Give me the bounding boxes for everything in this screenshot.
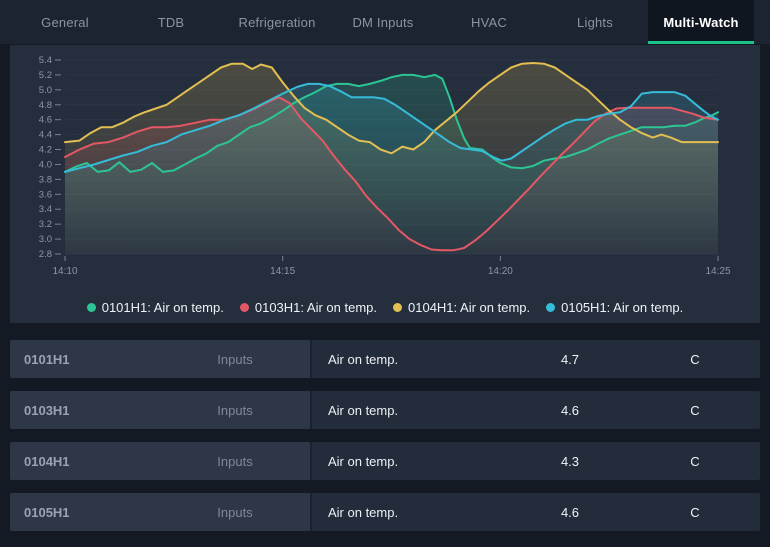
- legend-dot-icon: [393, 302, 402, 312]
- legend-item-0103h1[interactable]: 0103H1: Air on temp.: [239, 299, 377, 315]
- legend-label: 0105H1: Air on temp.: [561, 299, 684, 315]
- row-value-cell: Air on temp. 4.6 C: [312, 391, 760, 429]
- tab-general[interactable]: General: [12, 0, 118, 44]
- row-value-cell: Air on temp. 4.3 C: [312, 442, 760, 480]
- tab-label: General: [41, 14, 89, 30]
- series-line-0103h1-air-on-temp: [64, 96, 719, 252]
- row-value-cell: Air on temp. 4.6 C: [312, 493, 760, 531]
- tab-label: Multi-Watch: [663, 14, 739, 30]
- source-label: Inputs: [217, 504, 253, 520]
- parameter-unit: C: [690, 351, 700, 367]
- parameter-value: 4.6: [560, 504, 580, 520]
- y-tick-label: 3.0: [39, 234, 52, 245]
- parameter-value: 4.7: [560, 351, 580, 367]
- watch-row-0104h1[interactable]: 0104H1 Inputs Air on temp. 4.3 C: [10, 442, 760, 480]
- legend-item-0104h1[interactable]: 0104H1: Air on temp.: [393, 300, 530, 315]
- x-tick-label: 14:10: [52, 266, 77, 277]
- tab-refrigeration[interactable]: Refrigeration: [224, 0, 330, 44]
- multi-series-line-chart: 2.8 3.0 3.2 3.4 3.6 3.8 4.0 4.2 4.4 4.6 4.8 5.0 5.2 5…: [39, 55, 731, 277]
- x-tick-label: 14:20: [488, 266, 513, 277]
- legend-dot-icon: [239, 302, 249, 312]
- device-id: 0104H1: [24, 453, 70, 469]
- x-tick-label: 14:25: [705, 266, 730, 277]
- device-id: 0101H1: [24, 351, 70, 367]
- tab-label: DM Inputs: [352, 14, 414, 30]
- tab-lights[interactable]: Lights: [542, 0, 648, 44]
- row-device-cell: 0101H1 Inputs: [10, 340, 312, 378]
- series-line-0101h1-air-on-temp: [64, 73, 719, 173]
- y-tick-label: 3.6: [39, 189, 52, 200]
- y-tick-label: 2.8: [39, 249, 52, 260]
- y-tick-label: 4.2: [39, 145, 52, 156]
- parameter-label: Air on temp.: [328, 453, 399, 469]
- y-tick-label: 3.8: [39, 174, 52, 185]
- parameter-value: 4.3: [560, 453, 580, 469]
- tab-label: Lights: [577, 14, 613, 30]
- watch-table: 0101H1 Inputs Air on temp. 4.7 C 0103H1 Inputs…: [10, 340, 760, 531]
- parameter-unit: C: [690, 453, 700, 469]
- y-tick-label: 5.0: [39, 85, 52, 96]
- legend-item-0105h1[interactable]: 0105H1: Air on temp.: [546, 300, 683, 315]
- parameter-value: 4.6: [560, 402, 580, 418]
- tab-bar: General TDB Refrigeration DM Inputs HVAC Ligh…: [0, 0, 770, 44]
- parameter-label: Air on temp.: [328, 402, 399, 418]
- y-tick-label: 5.4: [39, 55, 52, 66]
- legend-item-0101h1[interactable]: 0101H1: Air on temp.: [86, 299, 224, 315]
- tab-label: Refrigeration: [238, 14, 316, 30]
- parameter-label: Air on temp.: [328, 504, 399, 520]
- legend-dot-icon: [86, 302, 96, 312]
- device-id: 0103H1: [24, 402, 70, 418]
- tab-label: TDB: [157, 14, 185, 30]
- tab-tdb[interactable]: TDB: [118, 0, 224, 44]
- y-tick-label: 3.2: [39, 219, 52, 230]
- row-device-cell: 0103H1 Inputs: [10, 391, 312, 429]
- chart-legend: 0101H1: Air on temp. 0103H1: Air on temp.…: [10, 296, 760, 318]
- series-line-0105h1-air-on-temp: [64, 82, 719, 173]
- parameter-unit: C: [690, 504, 700, 520]
- y-tick-label: 4.6: [39, 115, 52, 126]
- series-line-0104h1-air-on-temp: [64, 62, 719, 155]
- legend-label: 0101H1: Air on temp.: [101, 299, 224, 315]
- tab-hvac[interactable]: HVAC: [436, 0, 542, 44]
- legend-label: 0104H1: Air on temp.: [408, 299, 531, 315]
- watch-row-0105h1[interactable]: 0105H1 Inputs Air on temp. 4.6 C: [10, 493, 760, 531]
- y-tick-label: 5.2: [39, 70, 52, 81]
- watch-row-0103h1[interactable]: 0103H1 Inputs Air on temp. 4.6 C: [10, 391, 760, 429]
- source-label: Inputs: [217, 402, 253, 418]
- device-id: 0105H1: [24, 504, 70, 520]
- legend-dot-icon: [546, 302, 556, 312]
- y-tick-label: 4.8: [39, 100, 52, 111]
- tab-dm-inputs[interactable]: DM Inputs: [330, 0, 436, 44]
- chart-panel: 2.8 3.0 3.2 3.4 3.6 3.8 4.0 4.2 4.4 4.6 4.8 5.0 5.2 5…: [10, 45, 760, 323]
- y-tick-label: 4.0: [39, 159, 52, 170]
- series-area-0105h1-air-on-temp: [65, 83, 718, 255]
- source-label: Inputs: [217, 453, 253, 469]
- tab-label: HVAC: [471, 14, 507, 30]
- watch-row-0101h1[interactable]: 0101H1 Inputs Air on temp. 4.7 C: [10, 340, 760, 378]
- tab-multi-watch[interactable]: Multi-Watch: [648, 0, 754, 44]
- parameter-unit: C: [690, 402, 700, 418]
- y-tick-label: 4.4: [39, 130, 52, 141]
- x-tick-label: 14:15: [270, 266, 295, 277]
- legend-label: 0103H1: Air on temp.: [254, 299, 377, 315]
- row-value-cell: Air on temp. 4.7 C: [312, 340, 760, 378]
- parameter-label: Air on temp.: [328, 351, 399, 367]
- source-label: Inputs: [217, 351, 253, 367]
- row-device-cell: 0104H1 Inputs: [10, 442, 312, 480]
- y-tick-label: 3.4: [39, 204, 52, 215]
- row-device-cell: 0105H1 Inputs: [10, 493, 312, 531]
